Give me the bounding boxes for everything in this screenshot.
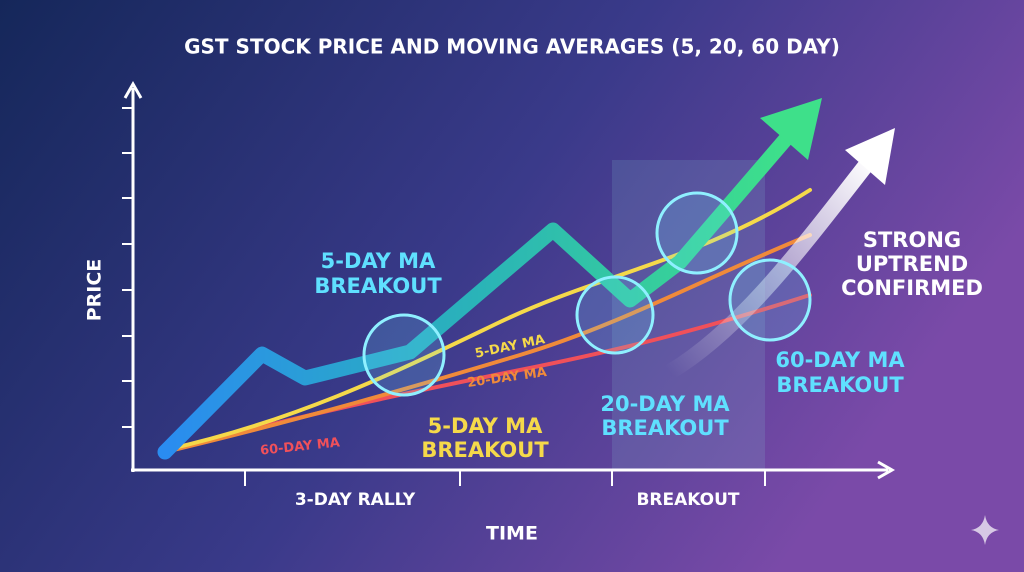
annotation: 5-DAY MA (428, 414, 543, 438)
breakout-circle (655, 191, 739, 275)
x-axis-label: TIME (486, 523, 538, 545)
breakout-circle (575, 275, 655, 355)
breakout-circle (728, 258, 812, 342)
ma20-line (163, 233, 812, 454)
annotation: 60-DAY MA (775, 348, 905, 372)
lines (157, 132, 878, 460)
annotation: STRONG (863, 228, 961, 252)
chart-title: GST STOCK PRICE AND MOVING AVERAGES (5, … (184, 35, 840, 59)
y-axis-label: PRICE (84, 259, 106, 322)
sparkle-icon (971, 515, 999, 545)
axes (122, 80, 896, 486)
annotation: CONFIRMED (841, 276, 983, 300)
uptrend-arrowhead (845, 128, 895, 185)
annotation: BREAKOUT (314, 274, 442, 298)
breakout-circle (362, 313, 446, 397)
annotation: BREAKOUT (776, 373, 904, 397)
annotations: 5-DAY MA BREAKOUT 5-DAY MA BREAKOUT 20-D… (314, 228, 983, 462)
x-label: 3-DAY RALLY (295, 490, 416, 510)
uptrend-arrow (662, 152, 878, 380)
price-arrowhead (760, 98, 822, 160)
breakout-circles (362, 191, 812, 397)
annotation: UPTREND (856, 252, 968, 276)
price-line (157, 132, 793, 460)
annotation: 20-DAY MA (600, 392, 730, 416)
annotation: 5-DAY MA (321, 249, 436, 273)
annotation: BREAKOUT (601, 416, 729, 440)
x-label: BREAKOUT (636, 490, 739, 510)
annotation: BREAKOUT (421, 438, 549, 462)
